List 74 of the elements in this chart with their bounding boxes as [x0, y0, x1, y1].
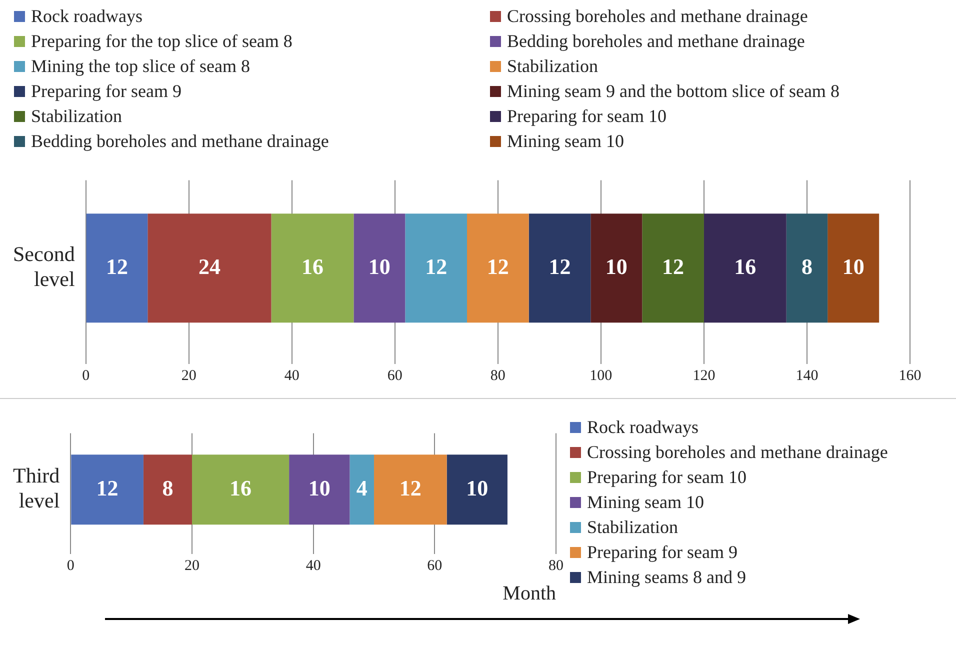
legend-label: Stabilization	[587, 517, 678, 538]
data-label: 10	[842, 254, 864, 279]
x-tick-label: 40	[306, 558, 321, 574]
data-label: 10	[308, 475, 330, 500]
data-label: 12	[96, 475, 118, 500]
data-label: 10	[466, 475, 488, 500]
bar	[71, 454, 144, 525]
x-tick-label: 60	[427, 558, 442, 574]
bar	[590, 214, 642, 323]
legend-label: Mining seam 9 and the bottom slice of seam 8	[507, 81, 840, 102]
data-label: 10	[368, 254, 390, 279]
x-tick-label: 20	[181, 368, 196, 384]
x-tick-label: 0	[66, 558, 74, 574]
data-label: 10	[605, 254, 628, 279]
bar	[446, 454, 508, 525]
bar	[86, 214, 148, 323]
y-tick-label: Third level	[13, 464, 60, 513]
data-label: 12	[662, 254, 684, 279]
x-tick-label: 0	[82, 368, 90, 384]
legend-label: Rock roadways	[587, 417, 698, 438]
legend-label: Preparing for seam 9	[31, 81, 182, 102]
data-label: 12	[425, 254, 448, 279]
legend-label: Crossing boreholes and methane drainage	[507, 6, 808, 27]
bar	[148, 214, 272, 323]
bar	[786, 214, 828, 323]
bar	[271, 214, 354, 323]
data-label: 12	[486, 254, 509, 279]
bar	[374, 454, 447, 525]
bar	[143, 454, 192, 525]
data-label: 16	[230, 475, 252, 500]
legend-label: Bedding boreholes and methane drainage	[31, 131, 329, 152]
bar	[704, 214, 786, 323]
x-tick-label: 80	[490, 368, 506, 384]
legend-label: Bedding boreholes and methane drainage	[507, 31, 805, 52]
data-label: 16	[734, 254, 756, 279]
data-label: 12	[548, 254, 571, 279]
data-label: 24	[198, 254, 220, 279]
x-axis-title: Month	[502, 582, 556, 604]
legend-label: Preparing for seam 10	[587, 467, 746, 488]
bar	[642, 214, 704, 323]
data-label: 12	[106, 254, 128, 279]
legend-label: Mining seam 10	[587, 492, 704, 513]
data-label: 8	[162, 475, 174, 500]
legend-label: Preparing for seam 10	[507, 106, 666, 127]
bar	[828, 214, 880, 323]
x-tick-label: 60	[387, 368, 402, 384]
legend-label: Rock roadways	[31, 6, 142, 27]
x-tick-label: 120	[692, 368, 716, 384]
data-label: 4	[356, 475, 368, 500]
legend-label: Stabilization	[31, 106, 122, 127]
x-tick-label: 160	[898, 368, 922, 384]
x-tick-label: 20	[184, 558, 200, 574]
y-tick-label: Second level	[12, 242, 76, 292]
legend-label: Preparing for seam 9	[587, 542, 738, 563]
legend-label: Stabilization	[507, 56, 598, 77]
bar	[405, 214, 468, 323]
x-tick-label: 40	[284, 368, 300, 384]
legend-label: Mining seam 10	[507, 131, 624, 152]
bar	[289, 454, 350, 525]
bar	[467, 214, 529, 323]
x-tick-label: 140	[796, 368, 818, 384]
x-tick-label: 100	[590, 368, 612, 384]
legend-label: Crossing boreholes and methane drainage	[587, 442, 888, 463]
data-label: 12	[399, 475, 422, 500]
legend-label: Preparing for the top slice of seam 8	[31, 31, 292, 52]
x-tick-label: 80	[548, 558, 564, 574]
bar	[354, 214, 406, 323]
bar	[350, 454, 374, 525]
bar	[192, 454, 290, 525]
bar	[528, 214, 591, 323]
legend-label: Mining the top slice of seam 8	[31, 56, 250, 77]
data-label: 8	[801, 254, 812, 279]
legend-label: Mining seams 8 and 9	[587, 567, 746, 588]
data-label: 16	[301, 254, 324, 279]
